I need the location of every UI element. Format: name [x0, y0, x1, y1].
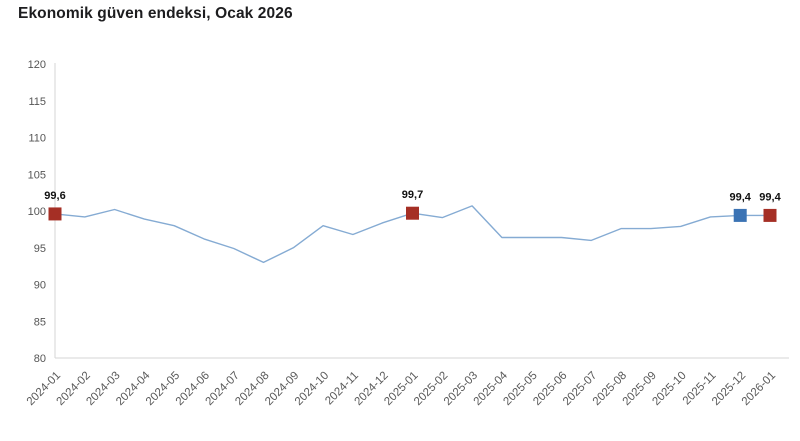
marker-2024-01	[48, 207, 62, 221]
data-label-2024-01: 99,6	[44, 190, 65, 202]
chart-title: Ekonomik güven endeksi, Ocak 2026	[18, 5, 293, 22]
y-tick-label: 100	[28, 206, 46, 218]
marker-2025-01	[406, 206, 419, 220]
y-tick-label: 85	[34, 316, 46, 328]
data-label-2026-01: 99,4	[759, 191, 781, 203]
y-tick-label: 105	[28, 169, 46, 181]
marker-2025-12	[733, 208, 747, 222]
data-label-2025-01: 99,7	[402, 189, 423, 201]
data-label-2025-12: 99,4	[729, 191, 751, 203]
y-tick-label: 120	[28, 59, 46, 71]
y-tick-label: 80	[34, 353, 46, 365]
y-tick-label: 110	[28, 133, 46, 145]
marker-2026-01	[763, 208, 777, 222]
y-tick-label: 115	[28, 96, 46, 108]
y-tick-label: 90	[34, 280, 46, 292]
y-tick-label: 95	[34, 243, 46, 255]
